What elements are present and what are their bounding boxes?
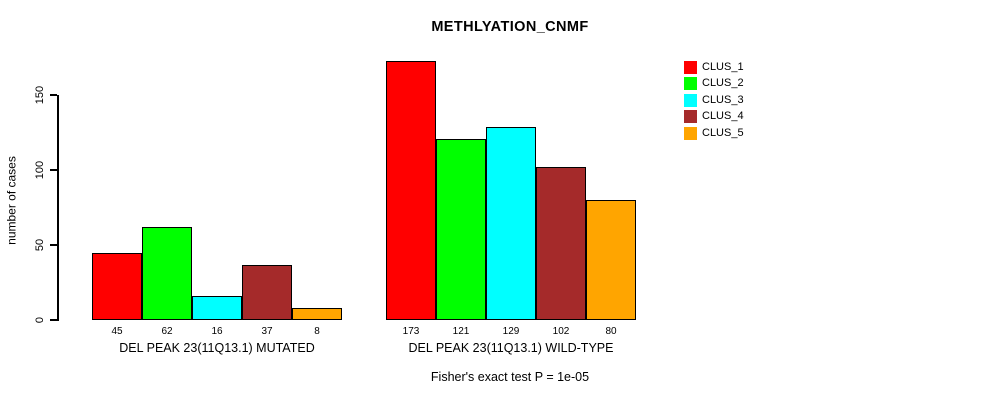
legend-label: CLUS_4 [702,110,744,123]
bar-clus_4-mutated [242,264,292,320]
legend-entry-clus_4: CLUS_4 [684,109,744,126]
bar-value-label: 102 [552,326,570,337]
y-axis-tick-label: 0 [34,316,46,324]
legend-swatch-clus_3 [684,93,697,107]
y-axis-tick-label: 150 [34,85,46,105]
legend-entry-clus_5: CLUS_5 [684,125,744,142]
legend-swatch-clus_1 [684,60,697,74]
bar-clus_3-mutated [192,296,242,320]
legend-swatch-clus_4 [684,110,697,124]
bar-clus_4-wild-type [536,167,586,320]
legend-label: CLUS_5 [702,126,744,139]
bar-clus_2-wild-type [436,138,486,320]
bar-value-label: 173 [402,326,420,337]
y-axis-tick-label: 50 [34,238,46,252]
legend: CLUS_1 CLUS_2 CLUS_3 CLUS_4 CLUS_5 [684,59,744,142]
y-axis-line [57,95,59,321]
chart-title: METHLYATION_CNMF [431,19,589,35]
bar-clus_5-mutated [292,308,342,320]
legend-entry-clus_1: CLUS_1 [684,59,744,76]
legend-swatch-clus_5 [684,126,697,140]
legend-label: CLUS_2 [702,77,744,90]
bar-value-label: 62 [161,326,173,337]
bar-clus_3-wild-type [486,126,536,320]
bar-value-label: 16 [211,326,223,337]
annotation-text: Fisher's exact test P = 1e-05 [430,370,590,384]
y-axis-tick [50,244,57,246]
bar-value-label: 129 [502,326,520,337]
bar-value-label: 80 [605,326,617,337]
bar-clus_2-mutated [142,227,192,320]
y-axis-tick [50,319,57,321]
legend-swatch-clus_2 [684,77,697,91]
legend-entry-clus_2: CLUS_2 [684,76,744,93]
category-label: DEL PEAK 23(11Q13.1) MUTATED [119,341,315,355]
bar-clus_5-wild-type [586,200,636,320]
y-axis-tick [50,94,57,96]
bar-value-label: 37 [261,326,273,337]
legend-entry-clus_3: CLUS_3 [684,92,744,109]
bar-value-label: 8 [314,326,320,337]
y-axis-tick-label: 100 [34,160,46,180]
legend-label: CLUS_1 [702,60,744,73]
bar-clus_1-mutated [92,252,142,320]
bar-value-label: 45 [111,326,123,337]
category-label: DEL PEAK 23(11Q13.1) WILD-TYPE [408,341,614,355]
legend-label: CLUS_3 [702,93,744,106]
bar-value-label: 121 [452,326,470,337]
y-axis-tick [50,169,57,171]
bar-clus_1-wild-type [386,60,436,320]
